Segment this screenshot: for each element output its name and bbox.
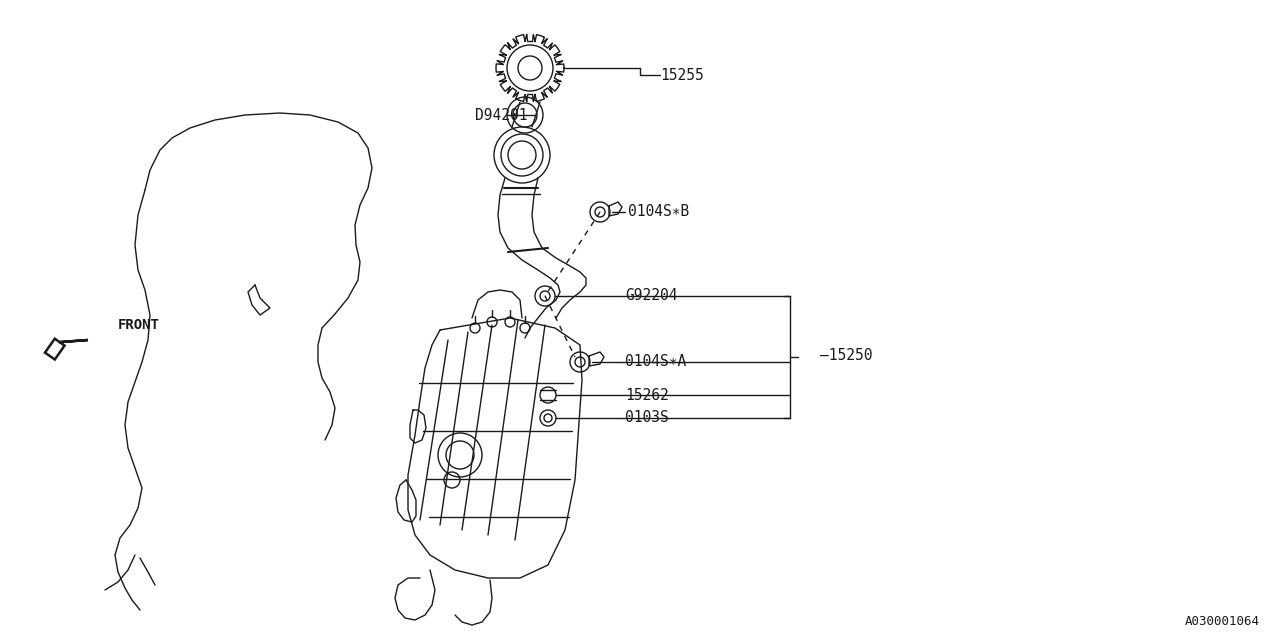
Text: G92204: G92204 [625,289,677,303]
Text: 0104S∗B: 0104S∗B [628,205,689,220]
Text: 0103S: 0103S [625,410,668,426]
Text: —15250: —15250 [820,348,873,362]
Text: 15262: 15262 [625,387,668,403]
Text: A030001064: A030001064 [1185,615,1260,628]
Text: D94201: D94201 [475,108,527,122]
Text: FRONT: FRONT [118,318,160,332]
Text: 0104S∗A: 0104S∗A [625,355,686,369]
Text: 15255: 15255 [660,67,704,83]
